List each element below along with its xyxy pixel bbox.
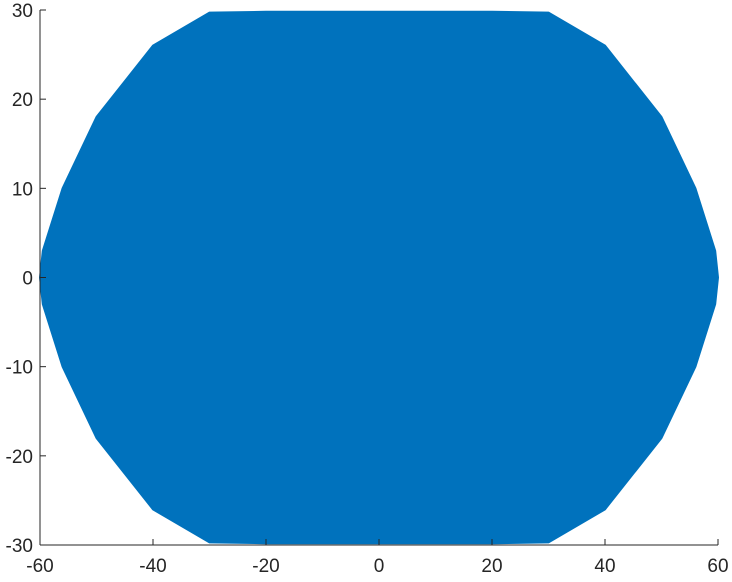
x-tick-label: -40 (139, 556, 166, 577)
x-tick-label: -60 (26, 556, 53, 577)
y-tick-label: 30 (12, 1, 33, 22)
y-tick-label: -20 (6, 447, 33, 468)
x-tick-label: 60 (707, 556, 728, 577)
x-tick-label: 20 (481, 556, 502, 577)
y-tick-label: 20 (12, 90, 33, 111)
axes: -60 -40 -20 0 20 40 60 -30 -20 -10 0 10 20 30 (6, 1, 729, 577)
series-region (39, 10, 719, 545)
y-tick-label: -10 (6, 358, 33, 379)
x-tick-label: 40 (594, 556, 615, 577)
y-tick-label: -30 (6, 536, 33, 557)
plot-area (39, 10, 719, 545)
x-tick-label: -20 (252, 556, 279, 577)
x-tick-label: 0 (374, 556, 385, 577)
y-tick-label: 0 (22, 269, 33, 290)
y-tick-label: 10 (12, 179, 33, 200)
